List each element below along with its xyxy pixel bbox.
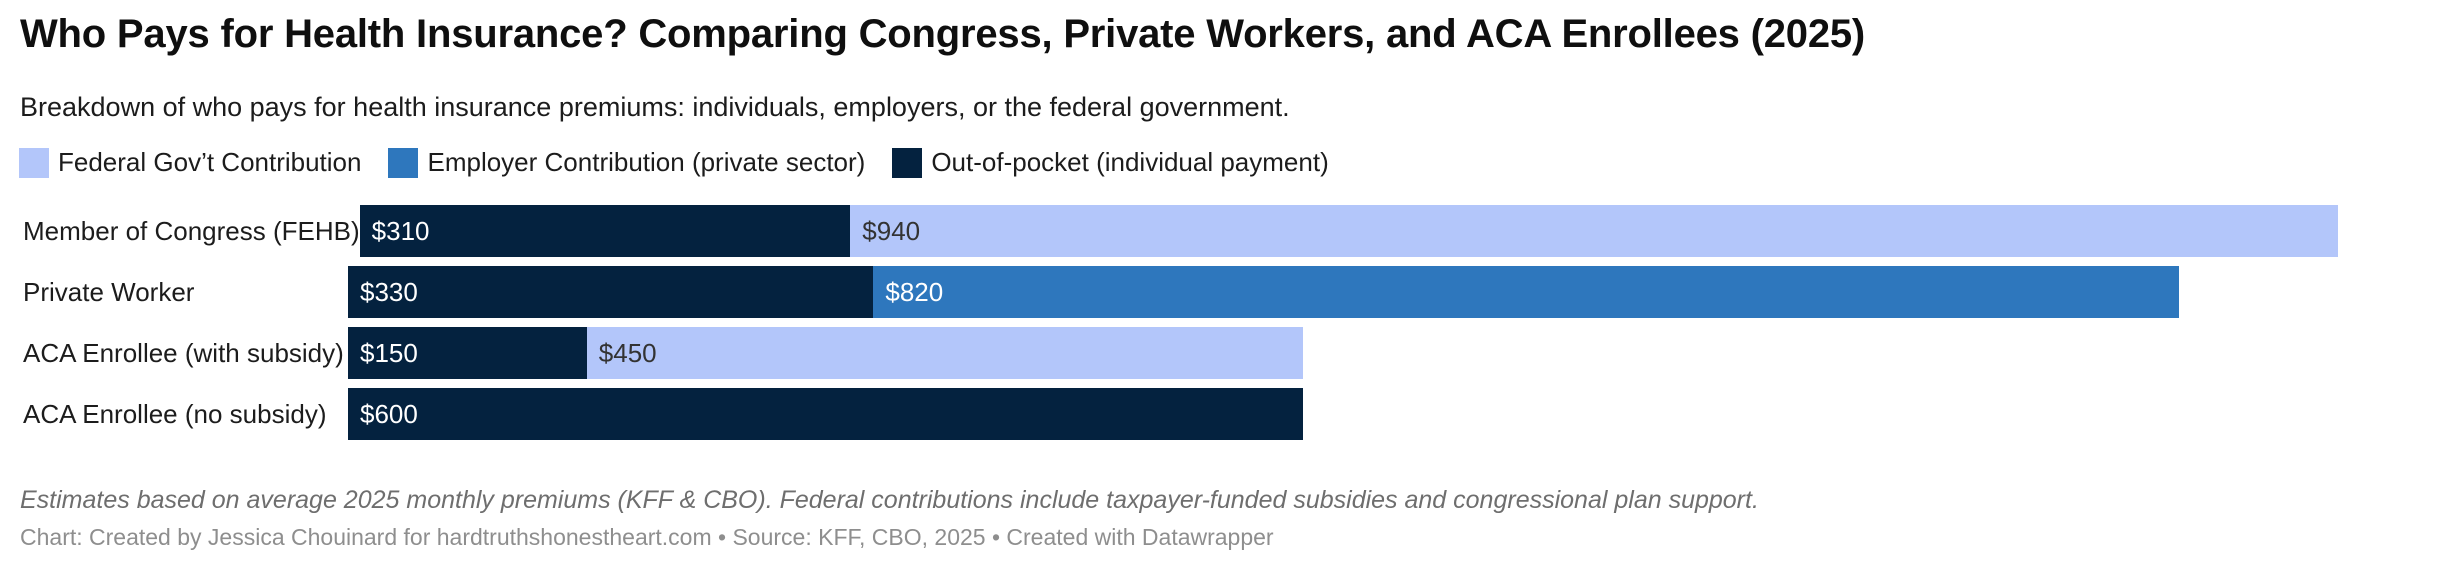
bar-track: $310 $940 — [359, 205, 2338, 257]
legend-label: Employer Contribution (private sector) — [427, 147, 866, 177]
legend: Federal Gov’t Contribution Employer Contr… — [19, 147, 1356, 178]
bar-segment-employer: $820 — [873, 266, 2179, 318]
bar-track: $600 — [348, 388, 2338, 440]
bar-segment-out-of-pocket: $330 — [348, 266, 874, 318]
bar-value-label: $450 — [598, 337, 657, 368]
bar-segment-out-of-pocket: $310 — [359, 205, 851, 257]
row-label: Private Worker — [23, 277, 195, 307]
bar-segment-federal: $450 — [586, 327, 1304, 379]
legend-swatch-employer — [388, 147, 419, 178]
chart-title: Who Pays for Health Insurance? Comparing… — [20, 12, 1866, 56]
bar-value-label: $150 — [360, 337, 418, 368]
legend-item: Federal Gov’t Contribution — [19, 147, 361, 178]
bar-value-label: $600 — [360, 398, 418, 429]
legend-swatch-out-of-pocket — [892, 147, 923, 178]
legend-swatch-federal — [19, 147, 49, 178]
bar-value-label: $310 — [371, 215, 430, 246]
bar-track: $150 $450 — [348, 327, 2338, 379]
bar-value-label: $940 — [862, 215, 921, 246]
row-label: Member of Congress (FEHB) — [23, 216, 360, 246]
stacked-bar-chart: Member of Congress (FEHB) $310 $940 Private… — [0, 205, 2440, 449]
legend-label: Out-of-pocket (individual payment) — [931, 147, 1329, 177]
bar-segment-federal: $940 — [850, 205, 2338, 257]
legend-label: Federal Gov’t Contribution — [58, 147, 362, 177]
bar-row: ACA Enrollee (with subsidy) $150 $450 — [0, 327, 2440, 379]
row-label: ACA Enrollee (no subsidy) — [23, 399, 327, 429]
legend-item: Out-of-pocket (individual payment) — [892, 147, 1329, 178]
chart-subtitle: Breakdown of who pays for health insuran… — [20, 92, 1290, 122]
chart-byline: Chart: Created by Jessica Chouinard for … — [20, 524, 1274, 550]
bar-row: Private Worker $330 $820 — [0, 266, 2440, 318]
chart-notes: Estimates based on average 2025 monthly … — [20, 486, 1759, 514]
bar-row: Member of Congress (FEHB) $310 $940 — [0, 205, 2440, 257]
row-label: ACA Enrollee (with subsidy) — [23, 338, 344, 368]
bar-value-label: $820 — [885, 276, 944, 307]
bar-track: $330 $820 — [348, 266, 2338, 318]
legend-item: Employer Contribution (private sector) — [388, 147, 865, 178]
bar-value-label: $330 — [360, 276, 418, 307]
bar-segment-out-of-pocket: $150 — [348, 327, 587, 379]
bar-row: ACA Enrollee (no subsidy) $600 — [0, 388, 2440, 440]
bar-segment-out-of-pocket: $600 — [348, 388, 1304, 440]
